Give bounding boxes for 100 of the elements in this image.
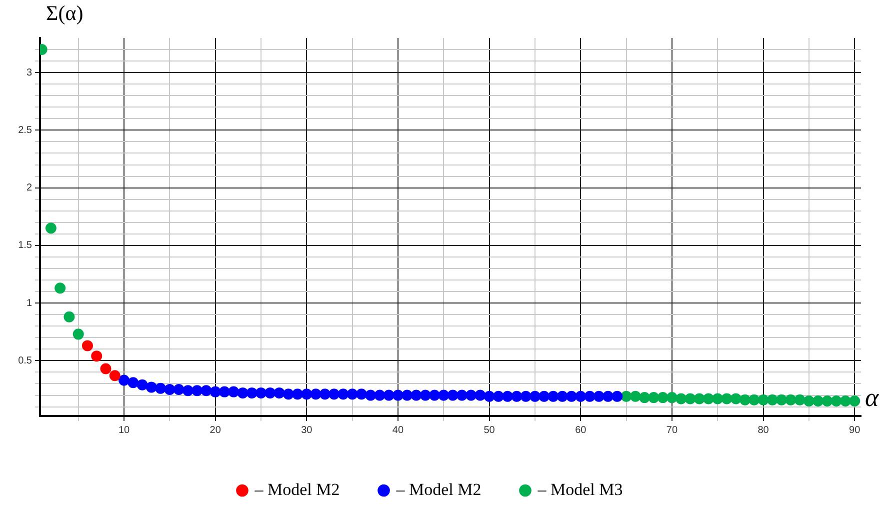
point	[712, 393, 724, 404]
x-axis-title: α	[865, 382, 880, 412]
point	[54, 282, 66, 294]
y-axis-title: Σ(α)	[46, 1, 84, 26]
point	[200, 385, 212, 396]
point	[529, 390, 540, 402]
point	[575, 390, 586, 402]
point	[218, 386, 230, 398]
point	[356, 388, 367, 400]
point	[155, 382, 166, 394]
point	[730, 393, 742, 404]
point	[630, 390, 641, 402]
point	[447, 390, 458, 401]
point	[301, 388, 312, 400]
point	[136, 379, 148, 390]
point	[502, 390, 514, 402]
x-tick-label: 80	[758, 424, 770, 436]
x-tick-label: 60	[575, 424, 587, 436]
point	[666, 392, 678, 404]
point	[639, 392, 650, 404]
point	[210, 386, 221, 398]
point	[128, 377, 139, 388]
point	[310, 388, 322, 400]
legend-label: – Model M2	[395, 480, 482, 499]
point	[264, 387, 276, 398]
point	[676, 393, 687, 404]
point	[785, 394, 796, 406]
point	[548, 390, 559, 402]
point	[466, 390, 477, 401]
point	[420, 390, 431, 401]
point	[256, 387, 267, 398]
y-tick-label: 0.5	[18, 355, 32, 366]
point	[246, 387, 258, 398]
point	[338, 388, 349, 400]
legend-label: – Model M2	[254, 480, 340, 499]
point	[456, 390, 468, 401]
point	[109, 370, 120, 382]
x-tick-label: 40	[392, 424, 404, 436]
point	[484, 390, 495, 402]
point	[402, 390, 413, 401]
point	[328, 388, 340, 400]
x-tick-label: 50	[484, 424, 496, 436]
point	[694, 393, 705, 404]
point	[429, 390, 440, 401]
point	[803, 396, 814, 407]
point	[228, 386, 240, 398]
point	[840, 396, 851, 407]
point	[830, 396, 842, 407]
x-tick-label: 70	[666, 424, 678, 436]
y-tick-label: 1.5	[18, 240, 32, 252]
point	[492, 390, 504, 402]
point	[849, 396, 860, 407]
point	[511, 390, 522, 402]
point	[182, 385, 194, 396]
point	[776, 394, 788, 406]
legend-label: – Model M3	[536, 480, 623, 499]
point	[319, 388, 330, 400]
point	[410, 390, 422, 401]
point	[72, 328, 84, 340]
point	[282, 388, 294, 400]
point	[173, 384, 184, 395]
point	[538, 390, 550, 402]
y-tick-label: 2.5	[18, 124, 32, 136]
x-tick-label: 90	[849, 424, 861, 436]
x-tick-label: 30	[301, 424, 313, 436]
point	[346, 388, 358, 400]
point	[374, 390, 386, 401]
point	[812, 396, 824, 407]
point	[100, 363, 112, 374]
point	[64, 311, 75, 322]
point	[702, 393, 714, 404]
point	[566, 390, 578, 402]
point	[91, 350, 102, 362]
point	[474, 390, 486, 401]
point	[164, 384, 176, 395]
point	[45, 222, 56, 234]
point	[593, 390, 604, 402]
x-tick-label: 10	[118, 424, 130, 436]
point	[392, 390, 404, 401]
point	[274, 387, 285, 398]
point	[118, 374, 130, 386]
y-tick-label: 3	[26, 67, 32, 78]
point	[612, 390, 623, 402]
y-tick-label: 1	[26, 298, 32, 309]
point	[192, 385, 203, 396]
y-tick-label: 2	[26, 182, 32, 194]
point	[657, 392, 668, 404]
point	[758, 394, 769, 406]
point	[721, 393, 732, 404]
point	[383, 390, 394, 401]
point	[684, 393, 696, 404]
point	[602, 390, 614, 402]
x-tick-label: 20	[210, 424, 222, 436]
point	[237, 387, 248, 398]
point	[365, 390, 376, 401]
point	[146, 382, 157, 393]
point	[740, 394, 751, 406]
point	[292, 388, 304, 400]
point	[748, 394, 760, 406]
point	[438, 390, 450, 401]
